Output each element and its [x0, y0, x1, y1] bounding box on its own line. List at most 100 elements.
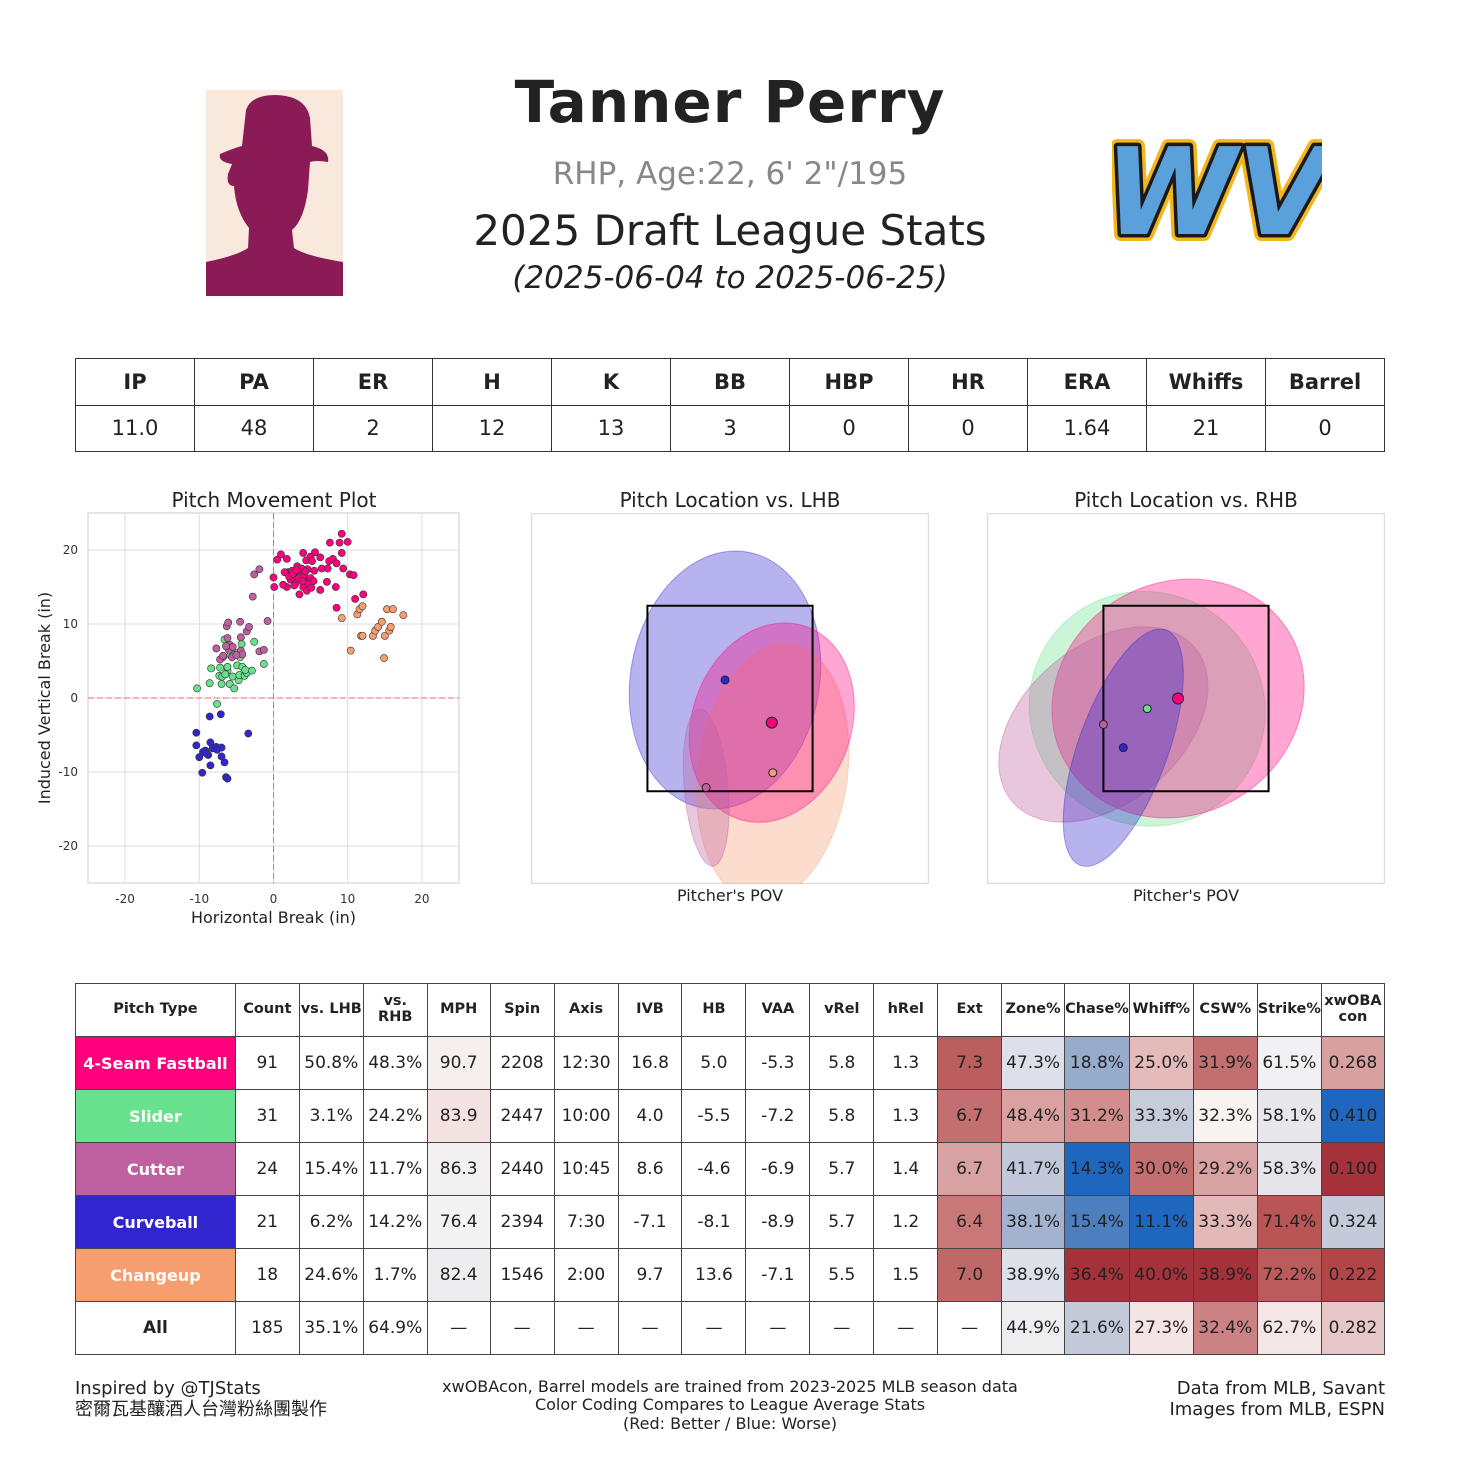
movement-point: [295, 590, 304, 599]
column-header: Whiff%: [1128, 983, 1194, 1037]
color-note: Color Coding Compares to League Average …: [534, 1395, 926, 1415]
metric-cell: 33.3%: [1192, 1195, 1258, 1249]
column-header: MPH: [426, 983, 491, 1037]
x-tick-label: 10: [340, 892, 355, 906]
movement-point: [255, 565, 264, 574]
movement-point: [332, 603, 341, 612]
column-header: Spin: [489, 983, 555, 1037]
movement-point: [207, 664, 216, 673]
metric-cell: 86.3: [426, 1142, 491, 1196]
movement-point: [217, 680, 226, 688]
movement-point: [298, 577, 307, 585]
metric-cell: 32.4%: [1192, 1301, 1258, 1355]
lhb-plot-title: Pitch Location vs. LHB: [619, 488, 841, 512]
movement-point: [213, 700, 222, 708]
metric-cell: 12:30: [553, 1036, 619, 1090]
mean-location-point: [701, 783, 711, 793]
movement-point: [244, 729, 253, 738]
summary-value-ip: 11.0: [75, 404, 195, 452]
y-tick-label: 10: [63, 617, 78, 631]
metric-cell: 24.2%: [362, 1089, 428, 1143]
summary-value-k: 13: [551, 404, 671, 452]
movement-point: [386, 623, 395, 631]
movement-point: [277, 550, 285, 559]
metric-cell: —: [681, 1301, 747, 1355]
metric-cell: —: [553, 1301, 619, 1355]
metric-cell: —: [617, 1301, 683, 1355]
metric-cell: 90.7: [426, 1036, 491, 1090]
metric-cell: 30.0%: [1128, 1142, 1194, 1196]
x-tick-label: 0: [270, 892, 278, 906]
pitch-type-cell: Curveball: [75, 1195, 236, 1249]
metric-cell: 6.7: [937, 1142, 1003, 1196]
strike-zone: [646, 604, 814, 793]
metric-cell: 32.3%: [1192, 1089, 1258, 1143]
svg-text:WV: WV: [1112, 124, 1322, 262]
metric-cell: 3.1%: [298, 1089, 364, 1143]
metric-cell: 0.324: [1320, 1195, 1386, 1249]
movement-point: [310, 566, 319, 575]
y-axis-label: Induced Vertical Break (in): [35, 592, 54, 804]
movement-point: [359, 590, 368, 599]
summary-header-h: H: [432, 358, 552, 406]
metric-cell: 62.7%: [1256, 1301, 1322, 1355]
movement-point: [358, 631, 367, 640]
pitch-type-cell: Slider: [75, 1089, 236, 1143]
x-tick-label: -10: [189, 892, 209, 906]
image-source: Images from MLB, ESPN: [1169, 1398, 1385, 1420]
column-header: xwOBA con: [1320, 983, 1386, 1037]
movement-point: [217, 743, 226, 752]
metric-cell: 91: [234, 1036, 300, 1090]
column-header: Strike%: [1256, 983, 1322, 1037]
svg-text:WV: WV: [1112, 124, 1322, 262]
metric-cell: 72.2%: [1256, 1248, 1322, 1302]
metric-cell: 2:00: [553, 1248, 619, 1302]
metric-cell: 5.7: [809, 1195, 875, 1249]
column-header: IVB: [617, 983, 683, 1037]
movement-point: [331, 583, 340, 591]
summary-header-ip: IP: [75, 358, 195, 406]
column-header: Ext: [937, 983, 1003, 1037]
metric-cell: -8.9: [745, 1195, 811, 1249]
column-header: Zone%: [1001, 983, 1066, 1037]
movement-point: [337, 614, 346, 622]
metric-cell: —: [489, 1301, 555, 1355]
summary-value-whiffs: 21: [1146, 404, 1266, 452]
x-tick-label: 20: [414, 892, 429, 906]
summary-value-er: 2: [313, 404, 433, 452]
movement-point: [290, 581, 299, 590]
movement-point: [216, 710, 225, 719]
movement-point: [223, 663, 232, 671]
movement-point: [311, 548, 319, 557]
movement-point: [221, 670, 230, 679]
metric-cell: 13.6: [681, 1248, 747, 1302]
metric-cell: -5.5: [681, 1089, 747, 1143]
color-legend-note: (Red: Better / Blue: Worse): [622, 1413, 838, 1433]
player-bio: RHP, Age:22, 6' 2"/195: [552, 156, 908, 192]
movement-point: [299, 549, 308, 557]
pitch-type-cell: Cutter: [75, 1142, 236, 1196]
metric-cell: 61.5%: [1256, 1036, 1322, 1090]
summary-header-barrel: Barrel: [1265, 358, 1385, 406]
metric-cell: 24.6%: [298, 1248, 364, 1302]
movement-point: [377, 617, 386, 626]
movement-point: [237, 640, 246, 648]
metric-cell: 48.3%: [362, 1036, 428, 1090]
movement-point: [337, 529, 346, 538]
summary-stats-table: IP PA ER H K BB HBP HR ERA Whiffs Barrel 11.0 48 2 12…: [75, 358, 1385, 452]
date-range: (2025-06-04 to 2025-06-25): [512, 260, 948, 296]
movement-point: [228, 643, 237, 651]
metric-cell: 18: [234, 1248, 300, 1302]
column-header: vs. RHB: [362, 983, 428, 1037]
metric-cell: 5.8: [809, 1089, 875, 1143]
metric-cell: 7.3: [937, 1036, 1003, 1090]
metric-cell: 0.410: [1320, 1089, 1386, 1143]
movement-point: [259, 645, 268, 654]
metric-cell: 82.4: [426, 1248, 491, 1302]
metric-cell: -6.9: [745, 1142, 811, 1196]
metric-cell: 47.3%: [1001, 1036, 1066, 1090]
pitch-type-cell: Changeup: [75, 1248, 236, 1302]
metric-cell: 9.7: [617, 1248, 683, 1302]
metric-cell: 15.4%: [298, 1142, 364, 1196]
metric-cell: —: [937, 1301, 1003, 1355]
